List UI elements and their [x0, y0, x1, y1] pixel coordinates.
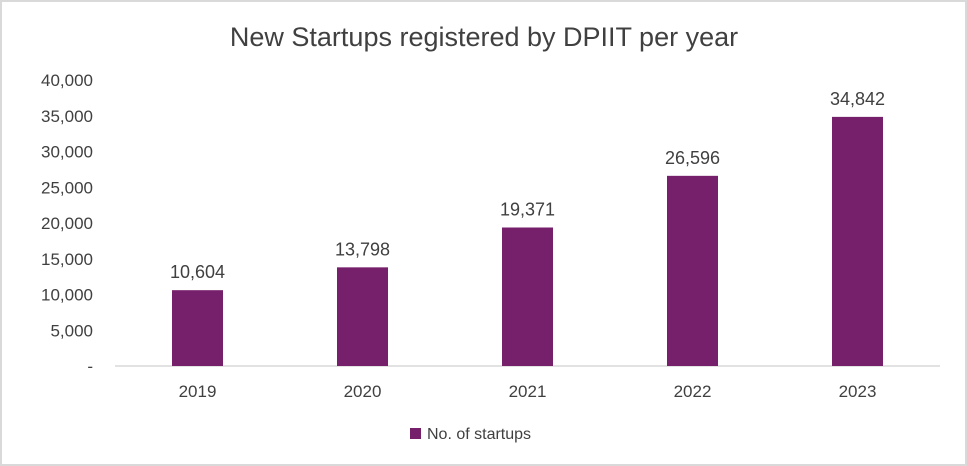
bar-2019[interactable]	[172, 290, 223, 366]
bar-2021[interactable]	[502, 227, 553, 366]
y-tick-label: 25,000	[41, 178, 93, 197]
data-labels-group: 10,604 13,798 19,371 26,596 34,842	[170, 89, 885, 282]
data-label-2021: 19,371	[500, 199, 555, 219]
x-axis: 2019 2020 2021 2022 2023	[179, 382, 877, 401]
y-tick-label: 15,000	[41, 250, 93, 269]
bar-2022[interactable]	[667, 175, 718, 366]
y-tick-label: 40,000	[41, 71, 93, 90]
data-label-2023: 34,842	[830, 89, 885, 109]
legend-swatch	[410, 428, 421, 439]
data-label-2020: 13,798	[335, 239, 390, 259]
legend[interactable]: No. of startups	[410, 426, 531, 443]
data-label-2019: 10,604	[170, 262, 225, 282]
bar-2020[interactable]	[337, 267, 388, 366]
x-tick-label-2019: 2019	[179, 382, 217, 401]
chart-title: New Startups registered by DPIIT per yea…	[230, 22, 738, 52]
y-tick-label: 20,000	[41, 214, 93, 233]
y-tick-label: -	[87, 357, 93, 376]
data-label-2022: 26,596	[665, 148, 720, 168]
legend-label: No. of startups	[427, 426, 531, 443]
x-tick-label-2022: 2022	[674, 382, 712, 401]
y-axis: - 5,000 10,000 15,000 20,000 25,000 30,000 35,0…	[41, 71, 93, 376]
x-tick-label-2021: 2021	[509, 382, 547, 401]
bar-2023[interactable]	[832, 116, 883, 366]
x-tick-label-2020: 2020	[344, 382, 382, 401]
y-tick-label: 5,000	[50, 321, 93, 340]
y-tick-label: 30,000	[41, 143, 93, 162]
x-tick-label-2023: 2023	[839, 382, 877, 401]
bars-group	[172, 116, 883, 366]
y-tick-label: 35,000	[41, 107, 93, 126]
y-tick-label: 10,000	[41, 286, 93, 305]
